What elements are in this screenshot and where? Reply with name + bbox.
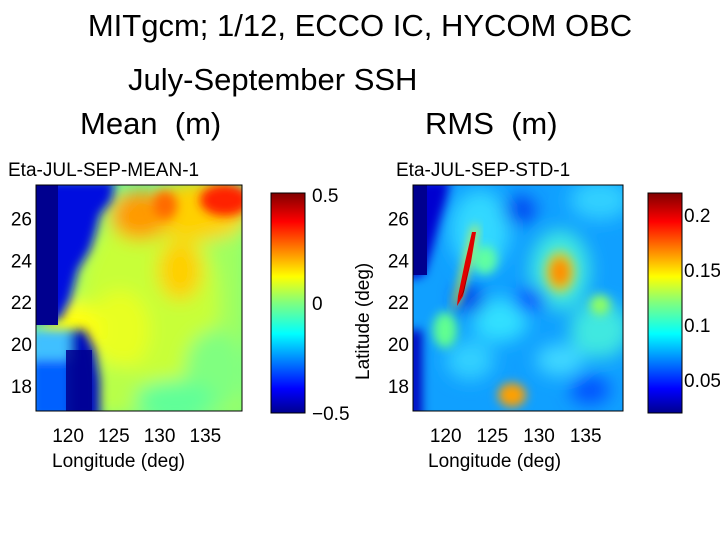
rms-axis-ticks: 120 125 130 135 26 24 22 20 18 0.2 0.15 0.1 0.05 [388, 206, 720, 447]
ytick-label: 18 [388, 377, 409, 398]
ytick-label: 18 [11, 377, 32, 398]
colorbar-tick-label: 0.1 [684, 316, 710, 337]
xtick-label: 135 [570, 426, 602, 447]
mean-panel-label: Mean (m) [80, 106, 222, 141]
rms-panel-label: RMS (m) [425, 106, 558, 141]
xtick-label: 120 [52, 426, 84, 447]
colorbar-tick-label: 0.15 [684, 261, 720, 282]
xtick-label: 120 [430, 426, 462, 447]
xtick-label: 130 [523, 426, 555, 447]
ytick-label: 26 [11, 209, 32, 230]
mean-axis-ticks: 120 125 130 135 26 24 22 20 18 0.5 0 −0.5 [11, 186, 350, 447]
figure-title: MITgcm; 1/12, ECCO IC, HYCOM OBC [87, 8, 633, 43]
mean-colorbar [270, 192, 306, 414]
colorbar-tick-label: −0.5 [312, 404, 350, 425]
colorbar-tick-label: 0.5 [312, 186, 338, 207]
figure-subtitle: July-September SSH [128, 62, 418, 97]
mean-xaxis-label: Longitude (deg) [52, 451, 185, 472]
xtick-label: 135 [190, 426, 222, 447]
rms-colorbar [647, 192, 683, 414]
ytick-label: 22 [11, 293, 32, 314]
ytick-label: 20 [388, 335, 409, 356]
colorbar-tick-label: 0 [312, 294, 323, 315]
ytick-label: 26 [388, 209, 409, 230]
xtick-label: 130 [144, 426, 176, 447]
ytick-label: 20 [11, 335, 32, 356]
ytick-label: 24 [388, 251, 410, 272]
mean-plot-title: Eta-JUL-SEP-MEAN-1 [8, 160, 199, 181]
rms-heatmap [412, 184, 624, 412]
ytick-label: 22 [388, 293, 409, 314]
rms-xaxis-label: Longitude (deg) [428, 451, 561, 472]
colorbar-tick-label: 0.2 [684, 206, 710, 227]
mean-heatmap [35, 184, 243, 412]
colorbar-tick-label: 0.05 [684, 371, 720, 392]
xtick-label: 125 [98, 426, 130, 447]
rms-plot-title: Eta-JUL-SEP-STD-1 [396, 160, 570, 181]
xtick-label: 125 [476, 426, 508, 447]
rms-yaxis-label: Latitude (deg) [353, 263, 374, 380]
ytick-label: 24 [11, 251, 33, 272]
